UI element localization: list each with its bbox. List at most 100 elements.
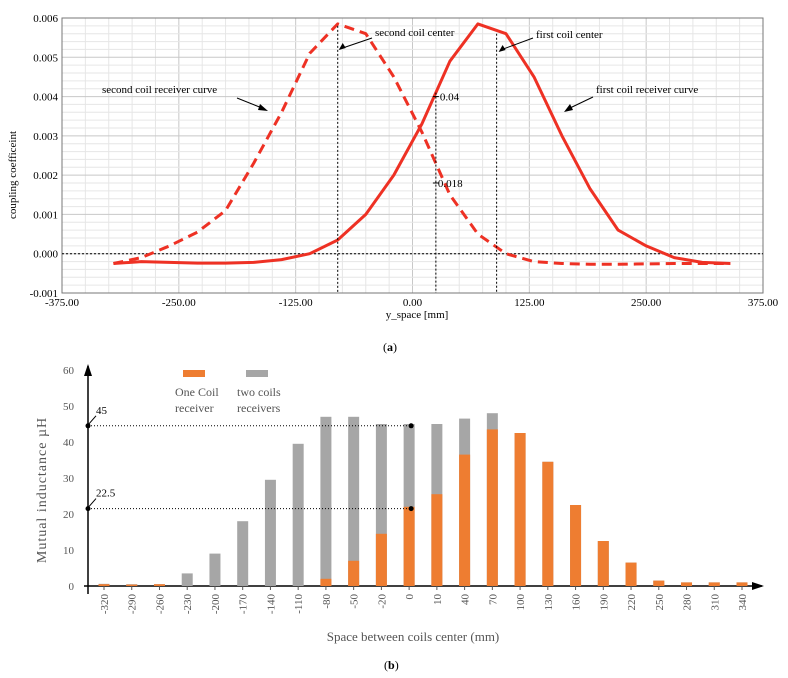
annotation-label: first coil receiver curve: [596, 84, 698, 96]
x-tick-label: -50: [349, 594, 361, 609]
x-tick-label: -230: [182, 594, 194, 615]
chart-a-tick-labels: -375.00 -250.00 -125.00 0.00 125.00 250.00 375…: [30, 13, 779, 309]
x-tick-label: 250.00: [631, 297, 662, 309]
bar-one-coil: [570, 505, 582, 586]
annotation-arrow: [569, 96, 594, 109]
chart-b-reference-lines: 45 22.5: [85, 405, 414, 512]
panel-label-b: (b): [384, 658, 399, 672]
bar-two-coils: [348, 416, 360, 586]
series-line: [113, 22, 731, 265]
x-tick-label: 100: [515, 594, 527, 611]
chart-a-annotations: second coil center first coil center secon…: [102, 25, 698, 293]
bar-two-coils: [320, 416, 332, 586]
y-tick-label: 0: [69, 581, 75, 593]
x-tick-label: -80: [321, 594, 333, 609]
chart-a-x-axis-label: y_space [mm]: [386, 309, 449, 321]
x-tick-label: 160: [571, 594, 583, 611]
legend-swatch-two-coils: [246, 370, 268, 377]
bar-one-coil: [126, 584, 138, 586]
x-tick-label: -110: [293, 594, 305, 614]
legend-label: receiver: [175, 401, 214, 415]
annotation-label: first coil center: [536, 29, 603, 41]
annotation-arrow: [500, 37, 534, 51]
bar-one-coil: [625, 562, 637, 586]
coupling-coefficient-line-chart: -375.00 -250.00 -125.00 0.00 125.00 250.00 375…: [7, 13, 779, 321]
y-tick-label: 40: [63, 437, 75, 449]
y-tick-label: 0.000: [33, 249, 58, 261]
bar-one-coil: [653, 580, 665, 586]
x-tick-label: 125.00: [514, 297, 545, 309]
reference-label: 22.5: [96, 488, 116, 500]
y-tick-label: 0.005: [33, 52, 58, 64]
reference-leader: [88, 415, 97, 425]
reference-label: 45: [96, 405, 108, 417]
reference-leader: [88, 498, 97, 507]
x-axis-arrowhead-icon: [752, 582, 764, 590]
chart-b-y-axis-label: Mutual inductance µH: [35, 417, 50, 563]
arrowhead-icon: [564, 104, 573, 112]
y-tick-label: 10: [63, 545, 75, 557]
x-tick-label: -260: [154, 594, 166, 615]
bar-two-coils: [292, 443, 304, 586]
chart-b-axes: [84, 364, 764, 594]
annotation-label: second coil center: [375, 27, 455, 39]
x-tick-label: -170: [238, 594, 250, 615]
series-line: [113, 22, 731, 266]
bar-one-coil: [681, 582, 693, 586]
bar-two-coils: [375, 424, 387, 586]
x-tick-label: -250.00: [162, 297, 196, 309]
x-tick-label: 340: [737, 594, 749, 611]
panel-label-a: (a): [383, 340, 397, 354]
bar-one-coil: [736, 582, 748, 586]
y-tick-label: 0.003: [33, 131, 58, 143]
chart-a-series: [113, 22, 731, 266]
bar-two-coils: [209, 553, 221, 586]
x-tick-label: 0: [404, 594, 416, 600]
chart-b-bars: [98, 413, 748, 586]
y-tick-label: 30: [63, 473, 75, 485]
y-tick-label: 50: [63, 401, 75, 413]
chart-b-legend: One Coil receiver two coils receivers: [175, 370, 281, 415]
bar-one-coil: [486, 429, 498, 586]
bar-one-coil: [320, 578, 332, 586]
y-tick-label: 20: [63, 509, 75, 521]
arrowhead-icon: [498, 45, 506, 52]
annotation-label: 0.04: [440, 92, 460, 104]
bar-one-coil: [348, 560, 360, 586]
annotation-label: second coil receiver curve: [102, 84, 217, 96]
chart-a-axes: [61, 17, 764, 294]
plot-frame: [61, 17, 764, 294]
legend-label: One Coil: [175, 385, 219, 399]
chart-a-y-axis-label: coupling coefficeint: [7, 131, 19, 219]
bar-one-coil: [597, 541, 609, 586]
legend-label: receivers: [237, 401, 281, 415]
y-axis-arrowhead-icon: [84, 364, 92, 376]
x-tick-label: 10: [432, 594, 444, 606]
y-tick-label: 60: [63, 365, 75, 377]
annotation-label: 0.018: [438, 178, 463, 190]
reference-dot: [408, 423, 414, 429]
y-tick-label: 0.006: [33, 13, 58, 25]
x-tick-label: 40: [460, 594, 472, 606]
bar-one-coil: [514, 433, 526, 586]
bar-one-coil: [431, 494, 443, 586]
annotation-arrow: [236, 97, 263, 109]
x-tick-label: 220: [626, 594, 638, 611]
bar-one-coil: [375, 533, 387, 586]
x-tick-label: 280: [682, 594, 694, 611]
bar-two-coils: [181, 573, 193, 586]
bar-one-coil: [153, 584, 165, 586]
y-tick-label: 0.001: [33, 209, 58, 221]
bar-two-coils: [264, 479, 276, 586]
legend-label: two coils: [237, 385, 281, 399]
bar-two-coils: [237, 521, 249, 586]
y-tick-label: 0.004: [33, 92, 58, 104]
y-tick-label: 0.002: [33, 170, 58, 182]
reference-dot: [408, 506, 414, 512]
x-tick-label: -320: [99, 594, 111, 615]
x-tick-label: 70: [487, 594, 499, 606]
x-tick-label: 310: [709, 594, 721, 611]
y-tick-label: -0.001: [30, 288, 58, 300]
reference-dot: [85, 506, 91, 512]
